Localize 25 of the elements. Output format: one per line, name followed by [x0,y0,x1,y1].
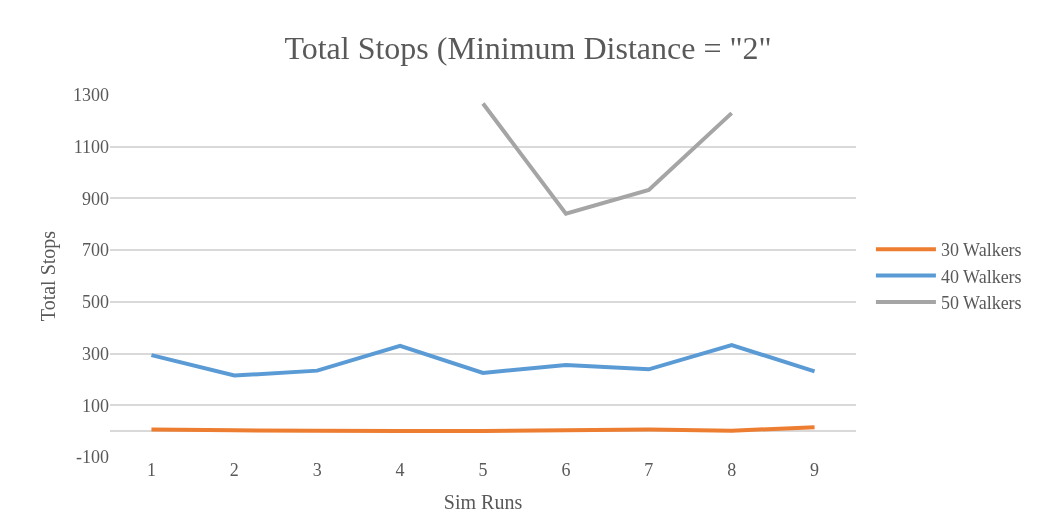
x-tick-label: 5 [478,460,488,480]
x-tick-label: 4 [395,460,405,480]
y-tick-label: 300 [82,343,109,364]
line-series [149,343,817,378]
x-tick-label: 2 [229,460,239,480]
y-tick-label: 900 [82,188,109,209]
chart-title: Total Stops (Minimum Distance = "2" [284,30,772,67]
y-tick-label: 1100 [73,137,109,158]
legend-label: 50 Walkers [940,293,1022,314]
legend-label: 40 Walkers [940,266,1022,287]
y-tick-label: 100 [82,395,109,416]
y-axis-title: Total Stops [36,230,60,322]
x-tick-label: 7 [644,460,654,480]
x-tick-label: 9 [810,460,820,480]
y-tick-label: -100 [76,447,109,468]
x-tick-label: 8 [727,460,737,480]
line-series [481,101,734,216]
y-tick-label: 700 [82,240,109,261]
y-tick-label: 500 [82,292,109,313]
x-axis-title: Sim Runs [443,490,523,513]
x-tick-label: 6 [561,460,571,480]
legend-label: 30 Walkers [940,240,1022,261]
y-tick-label: 1300 [73,85,109,106]
x-tick-label: 1 [146,460,156,480]
x-tick-label: 3 [312,460,322,480]
